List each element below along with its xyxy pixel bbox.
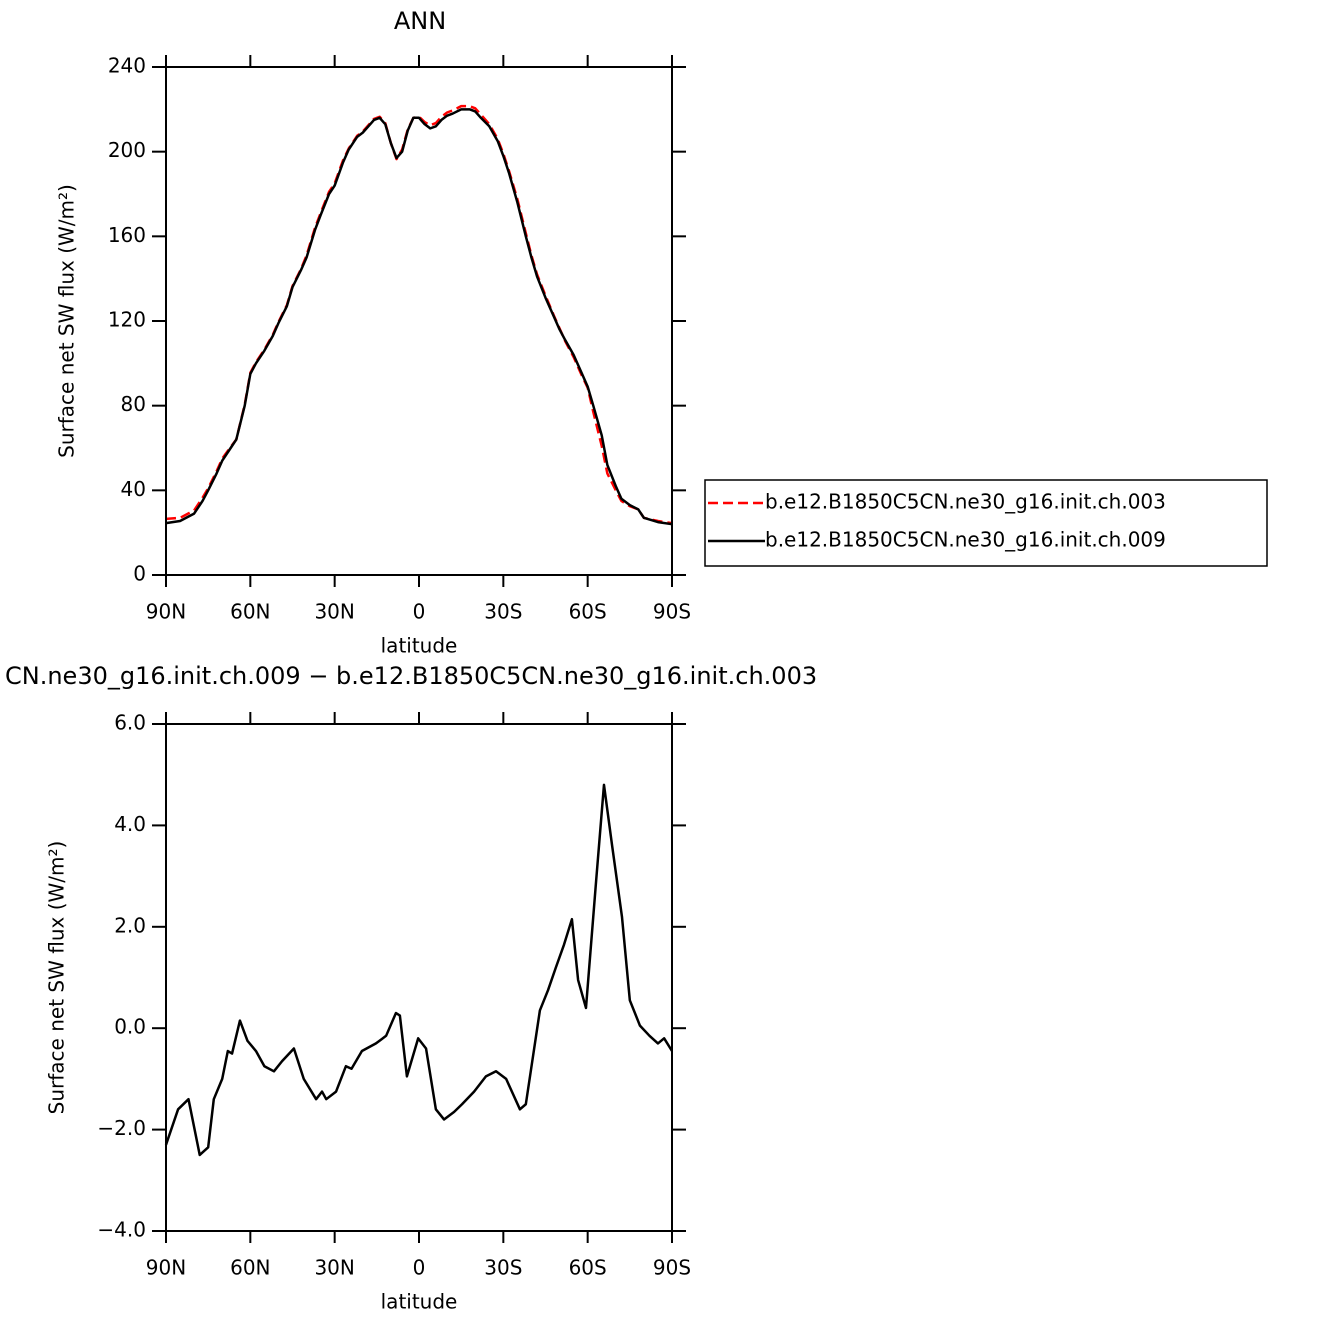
plot-frame: [165, 723, 673, 1232]
x-tick-label: 30N: [314, 600, 354, 624]
x-tick-label: 60S: [569, 600, 607, 624]
plot-frame: [165, 66, 673, 576]
x-tick-label: 90S: [653, 600, 691, 624]
x-axis-label: latitude: [381, 634, 458, 658]
y-tick-label: 240: [108, 54, 146, 78]
y-tick-label: 6.0: [114, 711, 146, 735]
legend-box: [704, 479, 1268, 567]
y-tick-label: 80: [121, 392, 146, 416]
series-line: [164, 783, 674, 1157]
x-tick-label: 60N: [230, 600, 270, 624]
legend-label: b.e12.B1850C5CN.ne30_g16.init.ch.003: [765, 490, 1166, 514]
x-tick-label: 90N: [146, 600, 186, 624]
y-tick-label: 200: [108, 138, 146, 162]
x-tick-label: 30N: [314, 1256, 354, 1280]
x-tick-label: 0: [413, 1256, 426, 1280]
x-tick-label: 30S: [484, 1256, 522, 1280]
y-tick-label: −4.0: [97, 1218, 146, 1242]
y-tick-label: 160: [108, 223, 146, 247]
x-tick-label: 90N: [146, 1256, 186, 1280]
series-line: [165, 108, 673, 526]
x-tick-label: 60N: [230, 1256, 270, 1280]
y-axis-label: Surface net SW flux (W/m²): [45, 841, 69, 1115]
x-tick-label: 60S: [569, 1256, 607, 1280]
y-axis-label: Surface net SW flux (W/m²): [55, 184, 79, 458]
chart-title: CN.ne30_g16.init.ch.009 − b.e12.B1850C5C…: [5, 662, 817, 690]
y-tick-label: 4.0: [114, 812, 146, 836]
y-tick-label: 0.0: [114, 1015, 146, 1039]
y-tick-label: 2.0: [114, 913, 146, 937]
legend-label: b.e12.B1850C5CN.ne30_g16.init.ch.009: [765, 528, 1166, 552]
y-tick-label: 120: [108, 308, 146, 332]
y-tick-label: 40: [121, 477, 146, 501]
y-tick-label: −2.0: [97, 1116, 146, 1140]
y-tick-label: 0: [133, 562, 146, 586]
series-line: [165, 104, 673, 525]
x-tick-label: 30S: [484, 600, 522, 624]
x-tick-label: 0: [413, 600, 426, 624]
x-axis-label: latitude: [381, 1290, 458, 1314]
x-tick-label: 90S: [653, 1256, 691, 1280]
chart-title: ANN: [394, 7, 446, 35]
